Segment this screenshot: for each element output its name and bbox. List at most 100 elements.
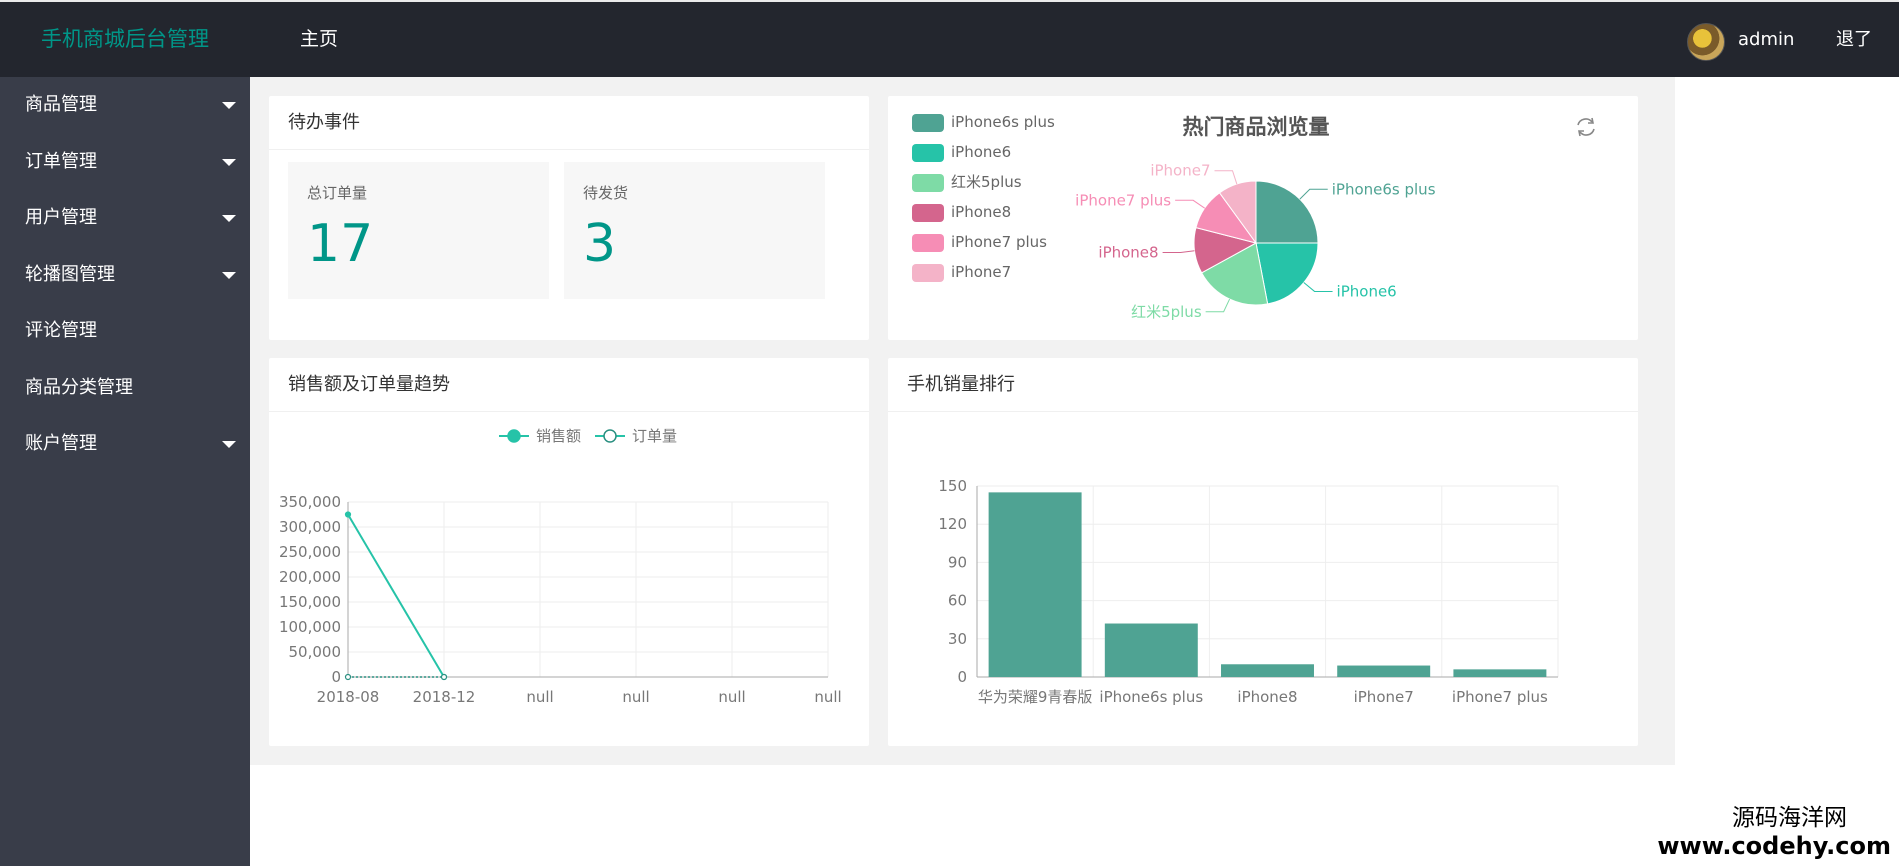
pie-slice-label: iPhone6s plus <box>1332 180 1436 198</box>
pie-slice-label: 红米5plus <box>1131 303 1202 321</box>
line-point[interactable] <box>344 673 352 681</box>
sidebar-item-product[interactable]: 商品管理 <box>0 77 250 134</box>
pie-label-line <box>1303 282 1333 292</box>
line-legend-item[interactable]: 销售额 <box>499 427 581 445</box>
pie-label-line <box>1214 170 1238 185</box>
line-chart: 销售额 订单量 0 50,000 100,000 150,000 200,000 250,00… <box>279 427 842 706</box>
x-tick-label: null <box>526 688 553 706</box>
sidebar-item-comment[interactable]: 评论管理 <box>0 303 250 360</box>
top-header: 手机商城后台管理 主页 admin 退了 <box>0 0 1899 77</box>
legend-swatch <box>912 263 944 282</box>
ranking-title: 手机销量排行 <box>888 358 1638 412</box>
user-avatar[interactable] <box>1687 23 1725 61</box>
y-tick-label: 120 <box>938 515 967 533</box>
legend-label: 订单量 <box>632 427 677 445</box>
x-tick-label: 2018-12 <box>413 688 476 706</box>
logout-link[interactable]: 退了 <box>1836 29 1872 50</box>
pie-label-line <box>1175 199 1206 209</box>
nav-home-link[interactable]: 主页 <box>300 28 339 50</box>
stat-label: 总订单量 <box>307 184 368 202</box>
app-logo[interactable]: 手机商城后台管理 <box>41 27 209 51</box>
stat-label: 待发货 <box>583 184 629 202</box>
pie-slice-label: iPhone7 <box>1150 162 1210 180</box>
stat-value: 3 <box>583 214 617 274</box>
sidebar-item-label: 评论管理 <box>25 320 97 341</box>
line-series <box>347 513 445 678</box>
y-tick-label: 150,000 <box>279 593 341 611</box>
total-orders-stat[interactable]: 总订单量 17 <box>288 162 549 299</box>
stat-value: 17 <box>307 214 374 274</box>
y-tick-label: 90 <box>948 553 967 571</box>
pie-legend-item[interactable]: 红米5plus <box>912 172 1022 192</box>
pie-slice-label: iPhone6 <box>1337 282 1397 300</box>
pending-shipment-stat[interactable]: 待发货 3 <box>564 162 825 299</box>
todo-title: 待办事件 <box>269 96 869 150</box>
pie-legend-item[interactable]: iPhone8 <box>912 202 1011 222</box>
pie-chart: 热门商品浏览量 iPhone6s plus iPhone6 红米5plus iPhon… <box>1075 115 1595 321</box>
caret-down-icon <box>222 441 236 448</box>
pie-label-line <box>1299 188 1328 200</box>
sidebar-item-label: 轮播图管理 <box>25 263 115 285</box>
y-tick-label: 0 <box>957 668 967 686</box>
bar[interactable] <box>988 492 1082 677</box>
pie-legend-item[interactable]: iPhone6 <box>912 142 1011 162</box>
sidebar-item-label: 账户管理 <box>25 433 97 454</box>
bar[interactable] <box>1337 665 1431 677</box>
caret-down-icon <box>222 102 236 109</box>
line-point[interactable] <box>440 673 448 681</box>
y-tick-label: 350,000 <box>279 493 341 511</box>
bar[interactable] <box>1453 669 1547 677</box>
pie-legend-item[interactable]: iPhone6s plus <box>912 112 1055 132</box>
y-tick-label: 30 <box>948 630 967 648</box>
legend-swatch <box>912 113 944 132</box>
sidebar-item-order[interactable]: 订单管理 <box>0 134 250 191</box>
bar[interactable] <box>1104 623 1198 677</box>
pie-legend-item[interactable]: iPhone7 <box>912 262 1011 282</box>
line-legend: 销售额 订单量 <box>499 427 677 445</box>
line-point[interactable] <box>344 511 352 518</box>
pie-card: iPhone6s plus iPhone6 红米5plus iPhone8 iPhone… <box>888 96 1638 340</box>
line-legend-item[interactable]: 订单量 <box>595 427 677 445</box>
legend-label: iPhone6 <box>951 143 1012 161</box>
pie-label-line <box>1205 298 1231 313</box>
watermark-line1: 源码海洋网 <box>1732 805 1847 831</box>
pie-label-line <box>1162 250 1195 254</box>
legend-swatch <box>912 203 944 222</box>
todo-card: 待办事件 总订单量 17 待发货 3 <box>269 96 869 340</box>
pie-legend-item[interactable]: iPhone7 plus <box>912 232 1047 252</box>
legend-symbol <box>507 429 521 443</box>
sidebar-item-user[interactable]: 用户管理 <box>0 190 250 247</box>
y-tick-label: 0 <box>331 668 341 686</box>
sidebar-item-label: 商品管理 <box>25 94 97 115</box>
legend-label: iPhone8 <box>951 203 1012 221</box>
x-tick-label: iPhone8 <box>1237 688 1297 706</box>
caret-down-icon <box>222 215 236 222</box>
y-tick-label: 250,000 <box>279 543 341 561</box>
pie-slice[interactable] <box>1255 180 1319 244</box>
legend-symbol <box>603 429 617 443</box>
sidebar-item-carousel[interactable]: 轮播图管理 <box>0 247 250 304</box>
x-tick-label: null <box>718 688 745 706</box>
sidebar-item-category[interactable]: 商品分类管理 <box>0 360 250 417</box>
y-tick-label: 100,000 <box>279 618 341 636</box>
caret-down-icon <box>222 158 236 166</box>
refresh-icon[interactable] <box>1577 117 1595 137</box>
legend-label: iPhone7 plus <box>951 233 1047 251</box>
y-tick-label: 200,000 <box>279 568 341 586</box>
watermark: 源码海洋网 www.codehy.com <box>1657 804 1891 860</box>
x-tick-label: 华为荣耀9青春版 <box>978 688 1093 706</box>
sidebar-item-account[interactable]: 账户管理 <box>0 416 250 473</box>
pie-title: 热门商品浏览量 <box>1183 115 1330 139</box>
trend-title: 销售额及订单量趋势 <box>269 358 869 412</box>
legend-label: 红米5plus <box>951 173 1022 191</box>
x-tick-label: iPhone6s plus <box>1099 688 1203 706</box>
user-name[interactable]: admin <box>1738 29 1795 50</box>
legend-label: 销售额 <box>536 427 581 445</box>
legend-label: iPhone6s plus <box>951 113 1055 131</box>
x-tick-label: 2018-08 <box>317 688 380 706</box>
x-tick-label: iPhone7 plus <box>1452 688 1548 706</box>
bar[interactable] <box>1221 664 1314 677</box>
y-tick-label: 150 <box>938 477 967 495</box>
pie-slice-label: iPhone8 <box>1098 244 1158 262</box>
legend-swatch <box>912 233 944 252</box>
